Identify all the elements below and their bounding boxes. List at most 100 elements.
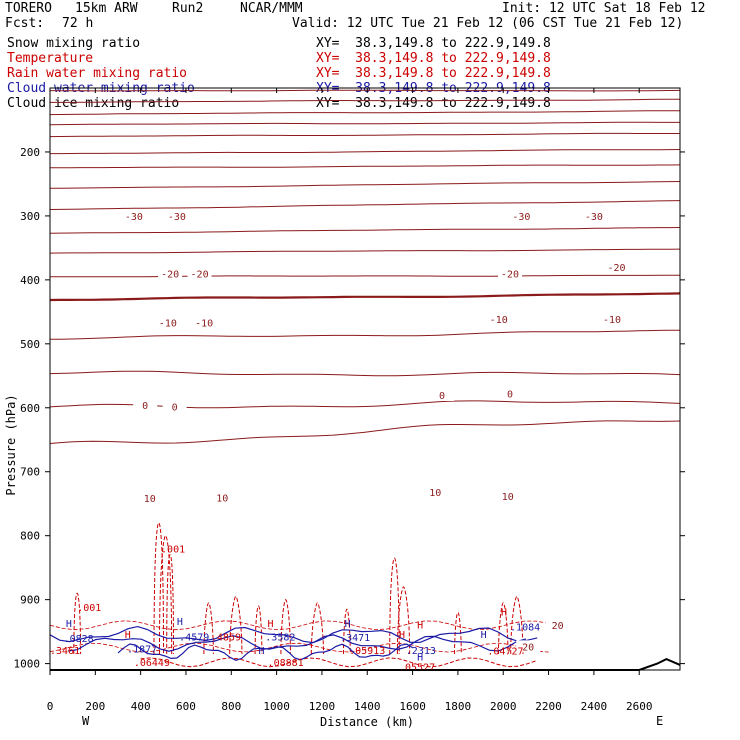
cloud-water-value-label: .3582 <box>265 633 295 644</box>
rain-value-label: .3461 <box>50 646 80 657</box>
rain-contour <box>203 602 214 655</box>
field-xy-snow: XY= 38.3,149.8 to 222.9,149.8 <box>316 36 551 51</box>
isotherm-line <box>49 248 681 254</box>
x-tick-label: 1000 <box>263 700 290 713</box>
cloud-water-value-label: .1084 <box>510 622 540 633</box>
field-name-rain: Rain water mixing ratio <box>7 66 188 81</box>
rain-contour <box>158 535 173 655</box>
high-marker: H <box>258 646 264 657</box>
rain-contour <box>342 608 351 655</box>
temperature-label: -10 <box>159 319 177 330</box>
high-marker: H <box>125 630 131 641</box>
y-tick-label: 1000 <box>14 658 41 671</box>
temperature-label: 20 <box>552 621 564 632</box>
temperature-label: 0 <box>507 390 513 401</box>
temperature-label-bg <box>604 261 629 274</box>
isotherm-line <box>50 149 681 155</box>
temperature-label-bg <box>516 640 541 653</box>
x-tick-label: 1800 <box>445 700 472 713</box>
rain-value-label: .06449 <box>134 658 170 669</box>
temperature-label-bg <box>486 312 511 325</box>
rain-contour <box>389 557 400 655</box>
isotherm-line <box>49 420 681 444</box>
rain-contour <box>454 611 462 655</box>
high-marker: H <box>417 620 423 631</box>
rain-contour <box>153 522 165 655</box>
temperature-label-bg <box>210 491 235 504</box>
high-marker: H <box>66 619 72 630</box>
temperature-label: -20 <box>161 269 179 280</box>
label-layer: -30 -30 -30 -30 -20 -20 -20 -20 -10 -10 -10 -10 0 0 0 0… <box>50 209 629 674</box>
field-xy-rain: XY= 38.3,149.8 to 222.9,149.8 <box>316 66 551 81</box>
rain-contour <box>510 595 524 655</box>
high-marker: H <box>399 630 405 641</box>
rain-value-label: .04727 <box>487 647 523 658</box>
east-label: E <box>656 714 663 728</box>
field-name-snow: Snow mixing ratio <box>7 36 141 51</box>
temperature-label-bg <box>187 267 212 280</box>
rain-band <box>140 657 538 668</box>
rain-value-label: .05527 <box>399 663 435 674</box>
rain-band <box>49 620 549 631</box>
west-label: W <box>82 714 90 728</box>
temperature-label-bg <box>498 387 523 400</box>
y-tick-label: 200 <box>20 146 40 159</box>
plot-frame <box>49 87 681 671</box>
temperature-label: 10 <box>429 488 441 499</box>
cloud-water-contour <box>68 634 527 652</box>
init-time: Init: 12 UTC Sat 18 Feb 12 <box>502 1 706 16</box>
y-tick-label: 700 <box>20 466 40 479</box>
y-tick-label: 900 <box>20 594 40 607</box>
temperature-label: -30 <box>168 212 186 223</box>
rain-value-label: .4859 <box>211 633 241 644</box>
high-marker: H <box>481 630 487 641</box>
temperature-label: 10 <box>502 492 514 503</box>
cloud-water-value-label: .0828 <box>64 634 94 645</box>
isotherm-line <box>49 370 681 377</box>
cloud-water-value-label: .3471 <box>340 633 370 644</box>
axis-layer: 0 200 400 600 800 1000 1200 1400 1600 1800 2000 220… <box>14 88 685 713</box>
isotherm-line <box>50 164 681 169</box>
temperature-label-bg <box>164 209 189 222</box>
cloud-water-value-label: .1877 <box>127 645 157 656</box>
temperature-label: -30 <box>585 212 603 223</box>
rain-contour <box>254 605 263 655</box>
temperature-label: -10 <box>195 319 213 330</box>
temperature-label-bg <box>600 312 625 325</box>
rain-contour <box>310 602 325 655</box>
temperature-label-bg <box>158 267 183 280</box>
fcst-label: Fcst: <box>5 16 45 31</box>
rain-contour <box>229 595 243 655</box>
temperature-label-bg <box>495 490 520 503</box>
rain-band <box>49 642 549 653</box>
x-tick-label: 600 <box>176 700 196 713</box>
isotherm-layer <box>49 89 681 444</box>
temperature-label-bg <box>192 316 217 329</box>
model-resolution: 15km ARW <box>75 1 138 16</box>
temperature-label-bg <box>423 486 448 499</box>
high-marker: H <box>501 608 507 619</box>
temperature-label-bg <box>133 399 158 412</box>
temperature-label: -30 <box>125 212 143 223</box>
temperature-label: 10 <box>216 493 228 504</box>
temperature-label-bg <box>121 209 146 222</box>
temperature-label: -20 <box>608 263 626 274</box>
high-marker: H <box>268 619 274 630</box>
x-tick-label: 2000 <box>490 700 517 713</box>
x-axis-label: Distance (km) <box>320 715 414 729</box>
field-name-cloud-ice: Cloud ice mixing ratio <box>7 96 180 111</box>
temperature-label: -20 <box>501 269 519 280</box>
temperature-label: -10 <box>603 315 621 326</box>
valid-time: Valid: 12 UTC Tue 21 Feb 12 (06 CST Tue … <box>292 16 684 31</box>
isotherm-line <box>50 274 681 278</box>
run-label: Run2 <box>172 1 204 16</box>
y-tick-label: 500 <box>20 338 40 351</box>
isotherm-line <box>49 329 680 340</box>
temperature-label: 20 <box>522 642 534 653</box>
cloud-water-value-label: .2313 <box>406 646 436 657</box>
y-tick-label: 300 <box>20 210 40 223</box>
temperature-label-bg <box>545 619 570 632</box>
temperature-label-bg <box>581 209 606 222</box>
y-axis-label: Pressure (hPa) <box>4 394 18 495</box>
cloud-water-contour <box>49 625 538 644</box>
